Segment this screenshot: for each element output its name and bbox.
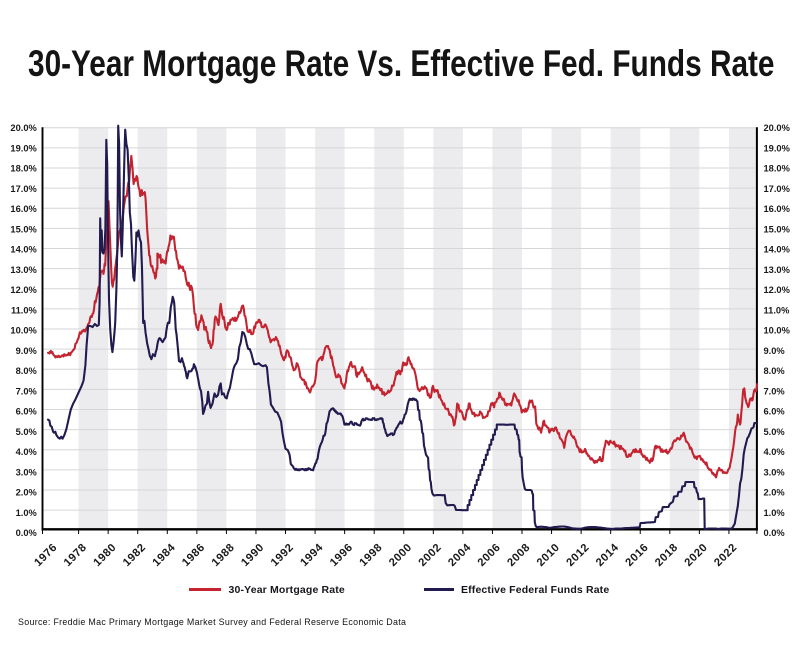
svg-text:17.0%: 17.0% — [10, 184, 37, 194]
svg-text:6.0%: 6.0% — [16, 407, 38, 417]
svg-text:4.0%: 4.0% — [16, 447, 38, 457]
svg-text:1984: 1984 — [151, 541, 179, 569]
svg-text:9.0%: 9.0% — [764, 346, 786, 356]
svg-text:2000: 2000 — [387, 542, 414, 569]
svg-text:6.0%: 6.0% — [764, 407, 786, 417]
svg-text:1992: 1992 — [269, 542, 296, 569]
svg-text:2.0%: 2.0% — [764, 488, 786, 498]
svg-text:18.0%: 18.0% — [764, 164, 791, 174]
svg-text:15.0%: 15.0% — [764, 224, 791, 234]
svg-text:10.0%: 10.0% — [764, 326, 791, 336]
svg-text:1990: 1990 — [239, 542, 266, 569]
svg-text:11.0%: 11.0% — [764, 305, 791, 315]
svg-text:19.0%: 19.0% — [764, 143, 791, 153]
svg-text:1980: 1980 — [91, 542, 118, 569]
svg-text:16.0%: 16.0% — [10, 204, 37, 214]
svg-text:0.0%: 0.0% — [16, 528, 38, 538]
svg-text:13.0%: 13.0% — [10, 265, 37, 275]
svg-text:1996: 1996 — [328, 542, 355, 569]
svg-text:18.0%: 18.0% — [10, 164, 37, 174]
svg-text:1978: 1978 — [62, 542, 89, 569]
svg-text:9.0%: 9.0% — [16, 346, 38, 356]
svg-text:19.0%: 19.0% — [10, 143, 37, 153]
svg-text:1.0%: 1.0% — [16, 508, 38, 518]
svg-text:5.0%: 5.0% — [16, 427, 38, 437]
svg-text:13.0%: 13.0% — [764, 265, 791, 275]
svg-text:2008: 2008 — [505, 542, 532, 569]
svg-text:7.0%: 7.0% — [764, 386, 786, 396]
svg-text:2018: 2018 — [653, 542, 680, 569]
svg-text:0.0%: 0.0% — [764, 528, 786, 538]
svg-text:1976: 1976 — [32, 542, 59, 569]
svg-text:1998: 1998 — [357, 542, 384, 569]
svg-text:8.0%: 8.0% — [764, 366, 786, 376]
svg-text:5.0%: 5.0% — [764, 427, 786, 437]
svg-text:11.0%: 11.0% — [11, 305, 38, 315]
svg-text:7.0%: 7.0% — [16, 386, 38, 396]
svg-text:17.0%: 17.0% — [764, 184, 791, 194]
svg-text:2020: 2020 — [683, 542, 710, 569]
svg-text:3.0%: 3.0% — [764, 467, 786, 477]
svg-text:2006: 2006 — [476, 542, 503, 569]
svg-text:3.0%: 3.0% — [16, 467, 38, 477]
svg-text:14.0%: 14.0% — [10, 245, 37, 255]
svg-text:10.0%: 10.0% — [10, 326, 37, 336]
svg-text:1988: 1988 — [210, 542, 237, 569]
svg-text:2014: 2014 — [594, 541, 622, 569]
svg-text:20.0%: 20.0% — [764, 123, 791, 133]
svg-text:1982: 1982 — [121, 542, 148, 569]
svg-text:12.0%: 12.0% — [10, 285, 37, 295]
svg-text:1986: 1986 — [180, 542, 207, 569]
svg-text:20.0%: 20.0% — [10, 123, 37, 133]
svg-text:14.0%: 14.0% — [764, 245, 791, 255]
svg-text:1994: 1994 — [298, 541, 326, 569]
svg-text:8.0%: 8.0% — [16, 366, 38, 376]
svg-text:2002: 2002 — [417, 542, 444, 569]
svg-text:2016: 2016 — [623, 542, 650, 569]
svg-text:16.0%: 16.0% — [764, 204, 791, 214]
svg-text:12.0%: 12.0% — [764, 285, 791, 295]
svg-text:1.0%: 1.0% — [764, 508, 786, 518]
svg-text:2010: 2010 — [535, 542, 562, 569]
svg-text:2022: 2022 — [712, 542, 739, 569]
svg-text:2004: 2004 — [446, 541, 474, 569]
svg-text:2.0%: 2.0% — [16, 488, 38, 498]
svg-text:4.0%: 4.0% — [764, 447, 786, 457]
svg-text:15.0%: 15.0% — [10, 224, 37, 234]
svg-text:2012: 2012 — [564, 542, 591, 569]
